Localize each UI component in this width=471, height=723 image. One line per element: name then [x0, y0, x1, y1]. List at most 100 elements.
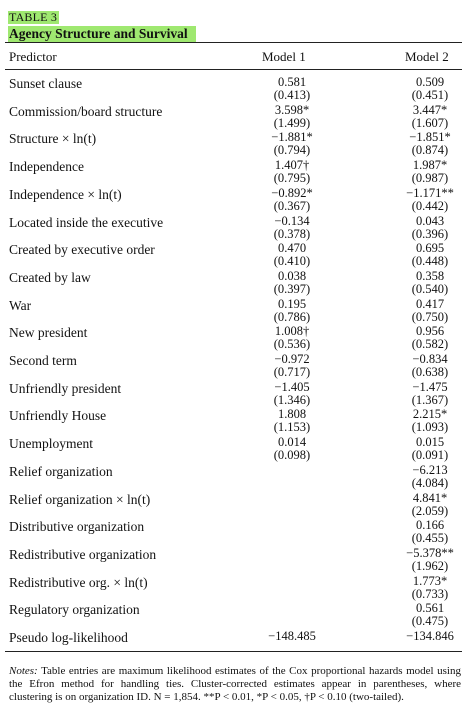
model-1-coefficient: 0.014	[277, 435, 307, 450]
model-2-coefficient: −5.378**	[406, 545, 454, 560]
model-2-coefficient: 0.043	[415, 213, 445, 228]
table-row: Pseudo log-likelihood −148.485 −134.846	[0, 630, 471, 658]
model-1-standard-error: (0.413)	[273, 88, 311, 102]
top-rule	[5, 42, 462, 43]
header-predictor: Predictor	[9, 49, 57, 64]
model-2-coefficient: 0.695	[415, 241, 445, 256]
model-2-standard-error: (1.607)	[411, 115, 449, 130]
table-row: Commission/board structure 3.598* (1.499) 3…	[0, 102, 471, 132]
predictor-name: Unfriendly House	[9, 408, 107, 424]
predictor-name: Created by law	[9, 269, 91, 285]
notes-label: Notes:	[9, 665, 38, 677]
predictor-name: Pseudo log-likelihood	[9, 630, 128, 645]
model-1-standard-error: (0.367)	[273, 198, 311, 213]
predictor-name: Commission/board structure	[9, 103, 163, 119]
header-model-1: Model 1	[262, 49, 306, 64]
model-1-coefficient: −148.485	[268, 629, 316, 643]
model-2-coefficient: 0.509	[415, 75, 445, 89]
predictor-name: Unemployment	[9, 436, 93, 452]
model-2-coefficient: 0.358	[415, 268, 445, 283]
model-2-coefficient: 2.215*	[412, 407, 448, 422]
model-1-coefficient: 0.195	[277, 296, 307, 311]
table-row: Sunset clause 0.581 (0.413) 0.509 (0.451)	[0, 76, 471, 104]
predictor-name: Redistributive organization	[9, 546, 157, 562]
model-2-standard-error: (0.750)	[411, 309, 449, 324]
predictor-name: Redistributive org. × ln(t)	[9, 574, 148, 590]
bottom-rule	[5, 651, 462, 652]
model-2-coefficient: 0.561	[415, 601, 445, 616]
model-1-standard-error: (1.346)	[273, 392, 311, 407]
table-title: Agency Structure and Survival	[8, 26, 196, 42]
model-1-coefficient: 1.008†	[274, 324, 310, 339]
model-1-coefficient: 0.470	[277, 241, 307, 256]
model-2-coefficient: 4.841*	[412, 490, 448, 505]
model-2-standard-error: (0.540)	[411, 281, 449, 296]
predictor-name: Relief organization × ln(t)	[9, 491, 151, 507]
predictor-name: War	[9, 297, 32, 313]
predictor-name: Independence	[9, 159, 84, 175]
table-label: TABLE 3	[8, 10, 60, 24]
predictor-name: Regulatory organization	[9, 602, 140, 618]
model-2-standard-error: (0.987)	[411, 171, 449, 186]
model-1-coefficient: 1.407†	[274, 158, 310, 173]
model-2-coefficient: 1.987*	[412, 158, 448, 173]
model-1-standard-error: (1.153)	[273, 420, 311, 435]
model-2-coefficient: −1.851*	[409, 130, 451, 145]
model-2-coefficient: −1.475	[412, 379, 448, 394]
model-1-standard-error: (0.795)	[273, 171, 311, 186]
model-1-standard-error: (1.499)	[273, 115, 311, 130]
model-2-standard-error: (0.455)	[411, 531, 449, 546]
model-2-standard-error: (1.093)	[411, 420, 449, 435]
model-2-coefficient: −134.846	[406, 629, 454, 643]
model-1-coefficient: −1.405	[274, 379, 310, 394]
table-row: Created by executive order 0.470 (0.410) 0.…	[0, 242, 471, 270]
table-row: Independence 1.407† (0.795) 1.987* (0.987)	[0, 159, 471, 187]
model-2-coefficient: 0.015	[415, 435, 445, 450]
model-1-standard-error: (0.794)	[273, 143, 311, 158]
model-2-standard-error: (4.084)	[411, 475, 449, 490]
model-1-coefficient: 3.598*	[274, 102, 310, 117]
model-2-standard-error: (1.962)	[411, 558, 449, 573]
model-2-standard-error: (0.874)	[411, 143, 449, 158]
predictor-name: Sunset clause	[9, 76, 83, 91]
model-2-standard-error: (1.367)	[411, 392, 449, 407]
model-1-coefficient: −0.134	[274, 213, 310, 228]
model-2-coefficient: 1.773*	[412, 573, 448, 588]
model-1-standard-error: (0.786)	[273, 309, 311, 324]
model-1-standard-error: (0.717)	[273, 365, 311, 379]
table-notes: Notes: Table entries are maximum likelih…	[9, 665, 461, 704]
predictor-name: New president	[9, 325, 88, 341]
table-row: Regulatory organization 0.561 (0.475)	[0, 602, 471, 630]
model-1-coefficient: 1.808	[277, 407, 307, 422]
predictor-name: Second term	[9, 353, 77, 368]
model-1-standard-error: (0.536)	[273, 337, 311, 352]
model-2-standard-error: (0.448)	[411, 254, 449, 269]
table-row: Unfriendly president −1.405 (1.346) −1.475(…	[0, 379, 471, 409]
header-model-2: Model 2	[405, 49, 449, 64]
model-1-standard-error: (0.410)	[273, 254, 311, 269]
model-1-standard-error: (0.397)	[273, 281, 311, 296]
table-row: New president 1.008† (0.536) 0.956 (0.582)	[0, 325, 471, 353]
model-2-standard-error: (0.638)	[411, 365, 449, 379]
model-2-standard-error: (0.733)	[411, 586, 449, 601]
model-2-standard-error: (0.442)	[411, 198, 449, 213]
predictor-name: Located inside the executive	[9, 214, 164, 230]
model-1-coefficient: −0.972	[274, 352, 310, 366]
notes-text: Table entries are maximum likelihood est…	[9, 665, 461, 703]
predictor-name: Distributive organization	[9, 519, 145, 535]
model-2-standard-error: (0.475)	[411, 614, 449, 629]
table-row: Unfriendly House 1.808 (1.153) 2.215* (1.093…	[0, 408, 471, 436]
table-row: Structure × ln(t) −1.881* (0.794) −1.851* (0…	[0, 131, 471, 159]
model-2-coefficient: 3.447*	[412, 102, 448, 117]
table-row: Redistributive organization −5.378** (1.96…	[0, 545, 471, 575]
model-1-standard-error: (0.378)	[273, 226, 311, 241]
table-row: Relief organization × ln(t) 4.841* (2.059)	[0, 490, 471, 520]
table-row: Located inside the executive −0.134 (0.378…	[0, 213, 471, 243]
model-2-coefficient: −6.213	[412, 462, 448, 477]
model-1-standard-error: (0.098)	[273, 448, 311, 463]
header-rule	[5, 69, 462, 70]
model-2-coefficient: −0.834	[412, 352, 448, 366]
model-2-standard-error: (0.451)	[411, 88, 449, 102]
model-2-coefficient: 0.956	[415, 324, 445, 339]
